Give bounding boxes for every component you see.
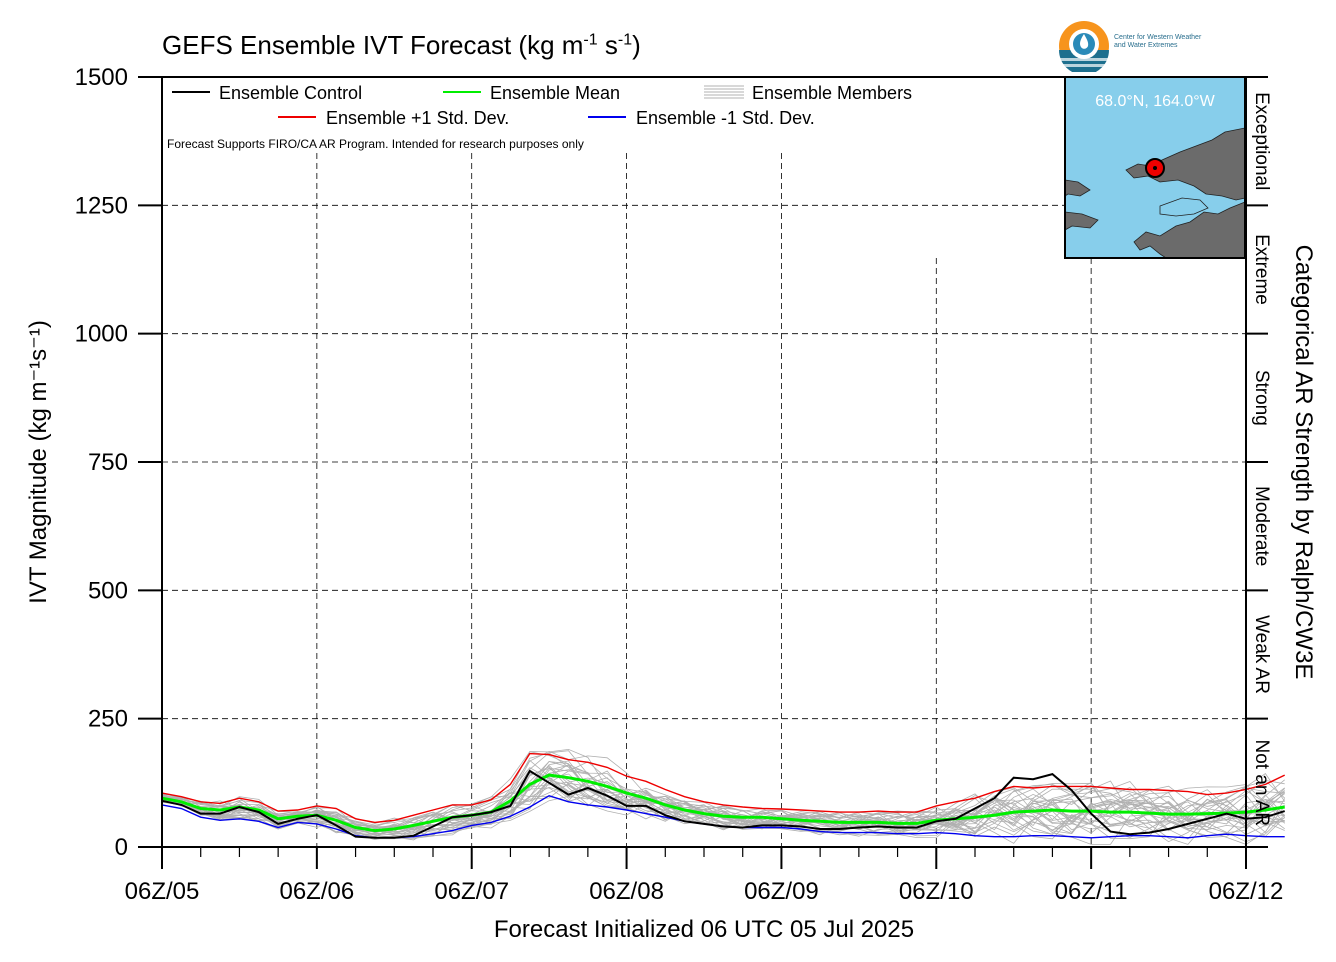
category-axis: Not an AR Weak AR Moderate Strong Extreme Exc… [1245,76,1272,848]
ensemble-member-line [161,761,1285,837]
ensemble-1-std-dev-line [161,752,1286,824]
category-label: Not an AR [1251,739,1272,826]
location-inset-map: 68.0°N, 164.0°W [1064,76,1246,259]
x-axis-label: Forecast Initialized 06 UTC 05 Jul 2025 [494,916,914,943]
x-tick-label: 06Z/05 [125,878,200,905]
x-tick-label: 06Z/10 [899,878,974,905]
ensemble-member-line [161,761,1285,840]
y-axis-label: IVT Magnitude (kg m⁻¹s⁻¹) [25,320,52,604]
category-label: Extreme [1251,234,1272,305]
legend-label-minus-std: Ensemble -1 Std. Dev. [636,108,815,128]
logo-line-2: and Water Extremes [1114,42,1178,49]
x-tick-label: 06Z/12 [1209,878,1284,905]
x-tick-label: 06Z/06 [279,878,354,905]
research-note: Forecast Supports FIRO/CA AR Program. In… [167,137,584,151]
cw3e-logo-text: Center for Western Weather and Water Ext… [1114,34,1201,50]
x-tick-label: 06Z/08 [589,878,664,905]
cw3e-logo-icon [1059,21,1109,75]
inset-location-label: 68.0°N, 164.0°W [1095,93,1215,110]
y-tick-label: 0 [115,834,128,861]
x-axis: 06Z/05 06Z/06 06Z/07 06Z/08 06Z/09 06Z/10 06Z/… [125,847,1284,905]
ensemble-mean-line [161,773,1285,833]
series-lines [161,752,1286,839]
category-label: Weak AR [1251,615,1272,694]
legend-label-mean: Ensemble Mean [490,83,620,103]
right-axis-label: Categorical AR Strength by Ralph/CW3E [1290,245,1317,680]
legend-swatch-members [704,85,744,99]
y-axis: 0 250 500 750 1000 1250 1500 [75,64,162,861]
x-tick-label: 06Z/09 [744,878,819,905]
chart-title: GEFS Ensemble IVT Forecast (kg m-1 s-1) [162,30,641,60]
cw3e-logo: Center for Western Weather and Water Ext… [1058,20,1248,75]
ensemble-members [161,748,1286,845]
y-tick-label: 250 [88,706,128,733]
legend-label-members: Ensemble Members [752,83,912,103]
x-tick-label: 06Z/07 [434,878,509,905]
grid-lines [162,153,1246,847]
y-tick-label: 1250 [75,192,128,219]
ensemble-control-line [161,769,1286,839]
y-tick-label: 750 [88,449,128,476]
category-label: Moderate [1251,486,1272,566]
logo-line-1: Center for Western Weather [1114,34,1202,41]
legend-label-plus-std: Ensemble +1 Std. Dev. [326,108,509,128]
category-label: Strong [1251,370,1272,426]
y-tick-label: 500 [88,577,128,604]
y-tick-label: 1000 [75,321,128,348]
y-tick-label: 1500 [75,64,128,91]
ensemble-member-line [161,760,1285,838]
inset-land-south [1133,201,1246,259]
legend-label-control: Ensemble Control [219,83,362,103]
category-label: Exceptional [1251,92,1272,190]
location-marker-center [1153,166,1157,170]
ensemble-member-line [161,782,1285,841]
x-tick-label: 06Z/11 [1055,878,1128,905]
legend: Ensemble Control Ensemble Mean Ensemble … [167,83,912,151]
inset-frame [1064,76,1246,259]
inset-land [1125,127,1246,201]
inset-land-bay [1159,197,1209,217]
